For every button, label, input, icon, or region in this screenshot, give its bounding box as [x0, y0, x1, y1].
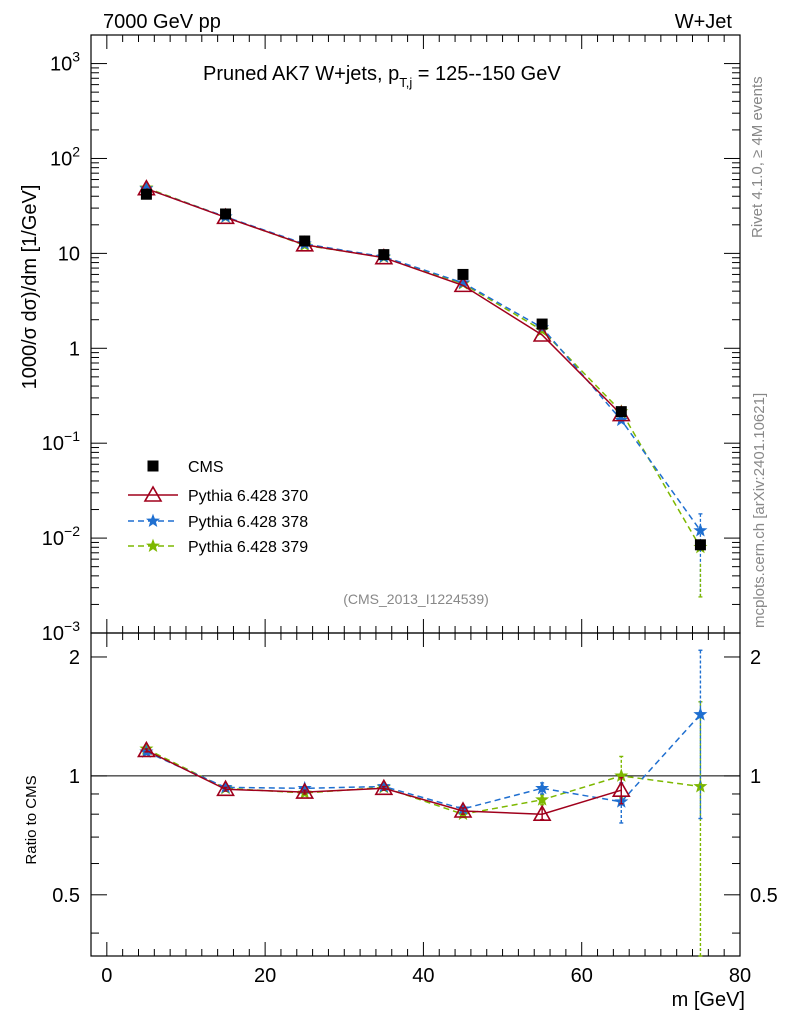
y-tick-base: 10 — [42, 528, 64, 550]
cms-data-point — [694, 539, 706, 551]
x-tick-label: 80 — [729, 965, 751, 987]
data-point-ratio — [216, 779, 235, 797]
y-tick-label: 102 — [50, 143, 80, 170]
series-line-main — [146, 187, 702, 548]
data-point-ratio — [374, 778, 394, 796]
data-point-ratio — [693, 707, 708, 721]
ratio-tick-label-left: 2 — [69, 647, 80, 669]
plot-title: Pruned AK7 W+jets, pT,j = 125--150 GeV — [203, 63, 561, 90]
y-tick-label: 103 — [50, 49, 80, 76]
cms-data-point — [220, 208, 232, 220]
legend-label: Pythia 6.428 379 — [188, 539, 308, 556]
x-axis-title: m [GeV] — [672, 989, 745, 1011]
mcplots-label: mcplots.cern.ch [arXiv:2401.10621] — [751, 393, 768, 628]
ratio-tick-label-right: 2 — [750, 647, 761, 669]
legend-marker — [143, 485, 163, 502]
data-point-ratio — [535, 780, 550, 795]
axis-ticks — [91, 34, 741, 956]
y-tick-exponent: −2 — [64, 523, 80, 539]
legend-marker-cms — [147, 460, 159, 472]
x-tick-label: 60 — [571, 965, 593, 987]
series-line-main — [146, 187, 702, 532]
x-tick-label: 0 — [101, 965, 112, 987]
cms-data-point — [536, 318, 548, 330]
rivet-label: Rivet 4.1.0, ≥ 4M events — [749, 76, 766, 238]
legend-marker — [145, 538, 161, 553]
data-point-main — [614, 412, 629, 427]
y-tick-base: 10 — [58, 243, 80, 265]
y-tick-label: 10−3 — [42, 618, 80, 645]
analysis-watermark: (CMS_2013_I1224539) — [343, 591, 489, 607]
title-main: Pruned AK7 W+jets, p — [203, 63, 399, 85]
y-tick-label: 10−2 — [42, 523, 80, 550]
y-tick-base: 1 — [69, 338, 80, 360]
y-tick-base: 10 — [42, 433, 64, 455]
ratio-tick-label-left: 0.5 — [52, 885, 80, 907]
data-point-ratio — [295, 782, 315, 799]
legend-marker — [145, 513, 161, 528]
cms-data-point — [378, 249, 390, 261]
data-point-ratio — [535, 792, 550, 806]
ratio-tick-label-left: 1 — [69, 766, 80, 788]
y-tick-exponent: −3 — [64, 618, 80, 634]
x-tick-label: 40 — [412, 965, 434, 987]
header-right: W+Jet — [675, 11, 733, 33]
y-tick-exponent: −1 — [64, 428, 80, 444]
reference-layer — [140, 188, 706, 551]
x-tick-label: 20 — [254, 965, 276, 987]
cms-data-point — [299, 235, 311, 247]
header-left: 7000 GeV pp — [103, 11, 221, 33]
cms-data-point — [140, 188, 152, 200]
data-point-main — [532, 325, 552, 342]
title-sub: T,j — [399, 75, 412, 90]
ratio-panel-frame — [90, 632, 741, 957]
data-point-ratio — [137, 740, 156, 758]
legend-label: Pythia 6.428 370 — [188, 488, 308, 505]
y-tick-label: 1 — [69, 338, 80, 360]
y-tick-label: 10−1 — [42, 428, 80, 455]
y-tick-base: 10 — [42, 623, 64, 645]
legend: CMS Pythia 6.428 370 Pythia 6.428 378 Pythi… — [128, 459, 308, 556]
y-axis-title: 1000/σ dσ)/dm [1/GeV] — [19, 185, 41, 390]
series-layer — [137, 179, 708, 957]
ratio-tick-label-right: 1 — [750, 766, 761, 788]
y-tick-label: 10 — [58, 243, 80, 265]
y-tick-exponent: 2 — [72, 143, 80, 159]
legend-label-cms: CMS — [188, 459, 224, 476]
legend-label: Pythia 6.428 378 — [188, 514, 308, 531]
data-point-ratio — [611, 780, 631, 797]
cms-data-point — [615, 406, 627, 418]
data-point-ratio — [532, 804, 552, 821]
data-point-main — [453, 275, 473, 293]
y-tick-exponent: 3 — [72, 49, 80, 65]
ratio-y-axis-title: Ratio to CMS — [23, 775, 40, 864]
title-rest: = 125--150 GeV — [412, 63, 561, 85]
cms-data-point — [457, 268, 469, 280]
y-tick-base: 10 — [50, 54, 72, 76]
y-tick-base: 10 — [50, 148, 72, 170]
data-point-ratio — [453, 801, 473, 818]
ratio-tick-label-right: 0.5 — [750, 885, 778, 907]
